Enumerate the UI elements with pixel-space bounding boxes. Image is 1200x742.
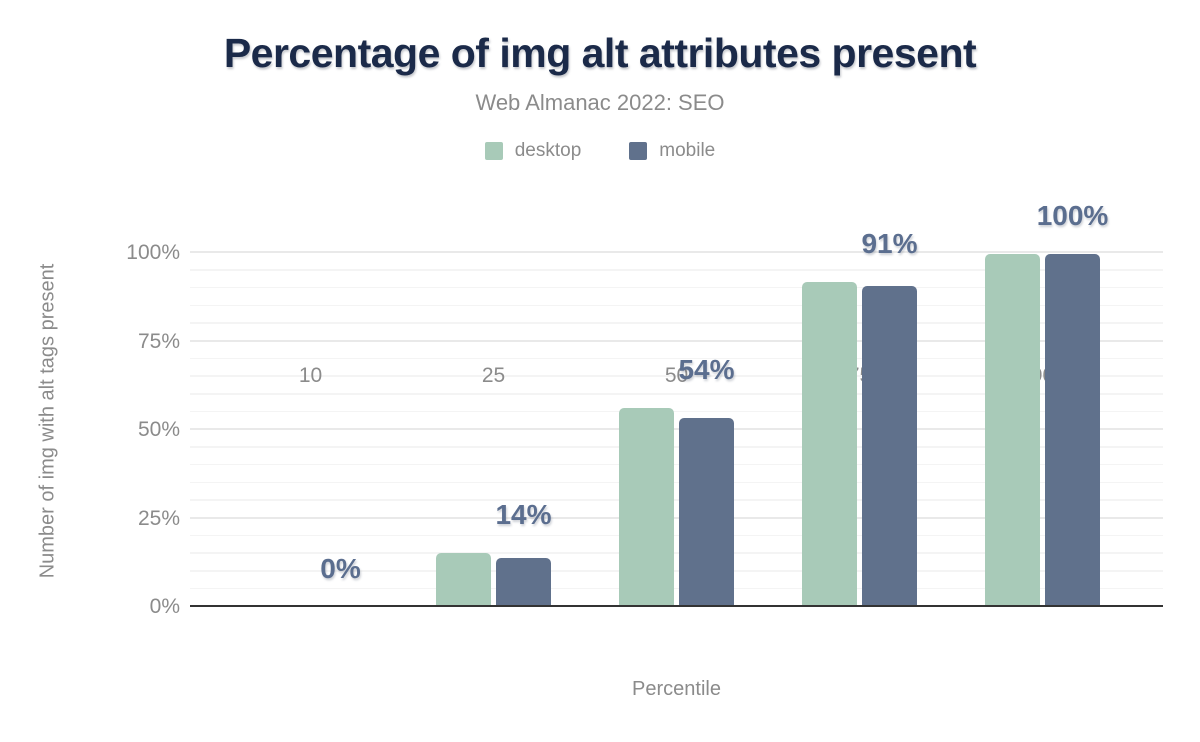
legend-item-desktop: desktop <box>484 140 582 161</box>
gridline-30 <box>190 499 1163 501</box>
y-tick-label-100: 100% <box>126 241 180 264</box>
bar-desktop-p50 <box>619 408 674 607</box>
plot-area: 0% 14% 54% 91% 100% <box>190 202 1163 607</box>
x-tick-label-25: 25 <box>481 364 506 387</box>
legend-swatch-mobile-icon <box>629 141 648 160</box>
gridline-50 <box>190 428 1163 430</box>
legend-item-mobile: mobile <box>629 141 715 160</box>
gridline-100 <box>190 251 1163 253</box>
x-tick-label-10: 10 <box>298 364 323 387</box>
gridline-20 <box>190 534 1163 537</box>
y-tick-label-75: 75% <box>137 329 180 353</box>
data-label-p10: 0% <box>320 553 361 584</box>
data-label-p75: 91% <box>861 227 918 259</box>
bar-mobile-p75 <box>862 285 917 607</box>
data-label-p25: 14% <box>495 498 552 530</box>
gridline-45 <box>190 446 1163 448</box>
y-tick-label-50: 50% <box>137 418 180 441</box>
bar-mobile-p50 <box>679 417 734 607</box>
data-label-p50: 54% <box>678 354 735 386</box>
gridline-5 <box>190 587 1163 590</box>
chart-subtitle: Web Almanac 2022: SEO <box>475 90 725 115</box>
legend-label-desktop: desktop <box>514 140 582 161</box>
bar-desktop-p25 <box>436 552 491 607</box>
data-label-p90: 100% <box>1036 200 1109 232</box>
bar-group-p90: 100% <box>951 202 1134 607</box>
legend-swatch-desktop-icon <box>484 141 503 160</box>
gridline-10 <box>190 570 1163 572</box>
bar-mobile-p25 <box>496 558 551 607</box>
x-axis-line <box>190 604 1163 607</box>
y-tick-label-0: 0% <box>149 595 180 618</box>
legend-label-mobile: mobile <box>659 140 716 161</box>
gridline-75 <box>190 339 1163 342</box>
bar-group-p75: 91% <box>768 229 951 607</box>
gridline-65 <box>190 375 1163 377</box>
x-tick-label-50: 50 <box>664 364 689 387</box>
bar-mobile-p90 <box>1045 254 1100 607</box>
gridline-90 <box>190 286 1163 289</box>
gridline-55 <box>190 410 1163 413</box>
chart-title: Percentage of img alt attributes present <box>223 30 977 76</box>
bar-group-p50: 54% <box>585 253 768 607</box>
bar-group-p10: 0% <box>219 253 402 607</box>
gridline-40 <box>190 463 1163 466</box>
gridline-80 <box>190 322 1163 324</box>
gridline-70 <box>190 357 1163 360</box>
gridline-15 <box>190 552 1163 554</box>
gridline-35 <box>190 481 1163 484</box>
bar-desktop-p75 <box>802 281 857 607</box>
bar-desktop-p90 <box>985 254 1040 607</box>
legend: desktop mobile <box>0 141 1200 160</box>
y-tick-label-25: 25% <box>137 506 180 530</box>
gridline-85 <box>190 304 1163 307</box>
gridline-95 <box>190 269 1163 271</box>
gridline-60 <box>190 393 1163 395</box>
x-axis-title: Percentile <box>632 678 721 700</box>
gridline-25 <box>190 516 1163 519</box>
bar-group-p25: 14% <box>402 253 585 607</box>
